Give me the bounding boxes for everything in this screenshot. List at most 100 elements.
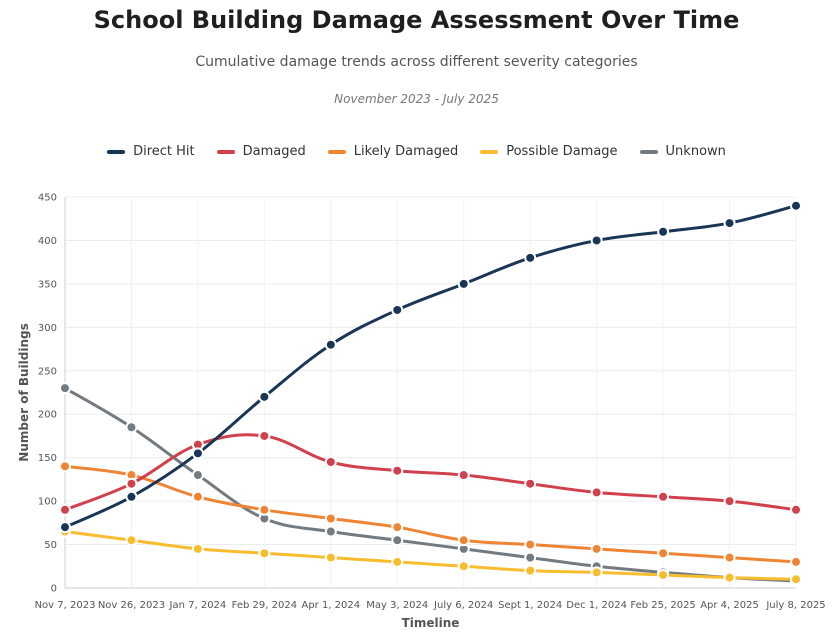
data-point-direct-hit[interactable] [258, 390, 271, 403]
legend-label-damaged: Damaged [242, 144, 306, 159]
y-tick-label: 450 [38, 193, 57, 204]
legend-item-possible-damage[interactable]: Possible Damage [480, 144, 618, 159]
series-lines [63, 204, 798, 583]
data-point-unknown[interactable] [524, 551, 537, 564]
data-point-possible-damage[interactable] [125, 534, 138, 547]
data-point-damaged[interactable] [125, 477, 138, 490]
x-tick-label: Nov 26, 2023 [98, 600, 165, 611]
data-point-possible-damage[interactable] [657, 568, 670, 581]
legend-label-possible-damage: Possible Damage [506, 144, 618, 159]
data-point-likely-damaged[interactable] [59, 460, 71, 473]
chart-title: School Building Damage Assessment Over T… [93, 6, 740, 34]
x-tick-label: Apr 4, 2025 [700, 600, 759, 611]
data-point-direct-hit[interactable] [657, 225, 670, 238]
y-tick-label: 350 [38, 279, 57, 290]
chart-legend: Direct Hit Damaged Likely Damaged Possib… [0, 144, 833, 159]
legend-item-likely-damaged[interactable]: Likely Damaged [327, 144, 459, 159]
data-point-likely-damaged[interactable] [590, 542, 603, 555]
data-point-direct-hit[interactable] [191, 447, 204, 460]
legend-swatch-unknown [639, 149, 658, 154]
data-point-damaged[interactable] [457, 469, 470, 482]
data-point-damaged[interactable] [391, 464, 404, 477]
data-point-unknown[interactable] [391, 534, 404, 547]
data-point-possible-damage[interactable] [790, 573, 802, 586]
x-tick-label: Feb 25, 2025 [630, 600, 695, 611]
grid-lines [64, 196, 797, 589]
data-point-damaged[interactable] [790, 503, 802, 516]
data-point-direct-hit[interactable] [125, 490, 138, 503]
data-point-likely-damaged[interactable] [524, 538, 537, 551]
legend-label-direct-hit: Direct Hit [133, 144, 195, 159]
series-line-likely-damaged [63, 464, 798, 564]
data-point-direct-hit[interactable] [790, 199, 802, 212]
x-axis-title: Timeline [402, 616, 460, 630]
data-point-likely-damaged[interactable] [258, 503, 271, 516]
data-point-damaged[interactable] [324, 456, 337, 469]
y-tick-label: 250 [38, 366, 57, 377]
data-point-unknown[interactable] [191, 469, 204, 482]
data-point-possible-damage[interactable] [524, 564, 537, 577]
data-point-likely-damaged[interactable] [457, 534, 470, 547]
data-point-direct-hit[interactable] [324, 338, 337, 351]
series-line-damaged [63, 433, 798, 512]
data-point-possible-damage[interactable] [457, 560, 470, 573]
legend-item-damaged[interactable]: Damaged [216, 144, 306, 159]
data-point-likely-damaged[interactable] [191, 490, 204, 503]
x-tick-label: Feb 29, 2024 [232, 600, 297, 611]
data-point-unknown[interactable] [324, 525, 337, 538]
x-tick-label: May 3, 2024 [366, 600, 428, 611]
y-tick-label: 200 [38, 410, 57, 421]
data-point-likely-damaged[interactable] [723, 551, 736, 564]
y-axis-title: Number of Buildings [17, 323, 31, 461]
legend-swatch-damaged [216, 149, 235, 154]
data-point-possible-damage[interactable] [723, 571, 736, 584]
data-point-likely-damaged[interactable] [391, 521, 404, 534]
legend-item-direct-hit[interactable]: Direct Hit [107, 144, 195, 159]
y-tick-labels: 0 50 100 150 200 250 300 350 400 450 [38, 193, 57, 595]
series-line-direct-hit [63, 204, 798, 529]
data-point-direct-hit[interactable] [524, 251, 537, 264]
data-point-direct-hit[interactable] [590, 234, 603, 247]
x-tick-label: Nov 7, 2023 [35, 600, 96, 611]
y-tick-label: 400 [38, 236, 57, 247]
y-tick-label: 0 [51, 584, 57, 595]
y-tick-label: 150 [38, 453, 57, 464]
data-point-direct-hit[interactable] [391, 303, 404, 316]
data-point-damaged[interactable] [657, 490, 670, 503]
data-point-direct-hit[interactable] [59, 521, 71, 534]
data-point-possible-damage[interactable] [590, 566, 603, 579]
axes [64, 197, 796, 589]
data-point-possible-damage[interactable] [258, 547, 271, 560]
data-point-likely-damaged[interactable] [324, 512, 337, 525]
data-point-possible-damage[interactable] [191, 542, 204, 555]
data-point-likely-damaged[interactable] [657, 547, 670, 560]
data-point-unknown[interactable] [125, 421, 138, 434]
data-point-damaged[interactable] [258, 429, 271, 442]
data-point-damaged[interactable] [524, 477, 537, 490]
data-point-damaged[interactable] [59, 503, 71, 516]
data-point-possible-damage[interactable] [391, 555, 404, 568]
series-line-unknown [63, 386, 798, 583]
legend-label-unknown: Unknown [665, 144, 726, 159]
x-tick-label: July 6, 2024 [433, 600, 493, 611]
y-tick-label: 50 [44, 540, 57, 551]
data-point-possible-damage[interactable] [324, 551, 337, 564]
series-points [59, 199, 802, 588]
y-tick-label: 100 [38, 497, 57, 508]
x-tick-label: Sept 1, 2024 [498, 600, 562, 611]
legend-swatch-direct-hit [107, 149, 126, 154]
data-point-direct-hit[interactable] [457, 277, 470, 290]
x-tick-label: July 8, 2025 [765, 600, 825, 611]
x-tick-label: Jan 7, 2024 [169, 600, 227, 611]
data-point-likely-damaged[interactable] [790, 555, 802, 568]
data-point-unknown[interactable] [59, 382, 71, 395]
legend-item-unknown[interactable]: Unknown [639, 144, 726, 159]
x-tick-label: Dec 1, 2024 [566, 600, 627, 611]
data-point-damaged[interactable] [723, 495, 736, 508]
data-point-damaged[interactable] [590, 486, 603, 499]
data-point-direct-hit[interactable] [723, 217, 736, 230]
legend-label-likely-damaged: Likely Damaged [353, 144, 459, 159]
legend-swatch-likely-damaged [327, 149, 346, 154]
